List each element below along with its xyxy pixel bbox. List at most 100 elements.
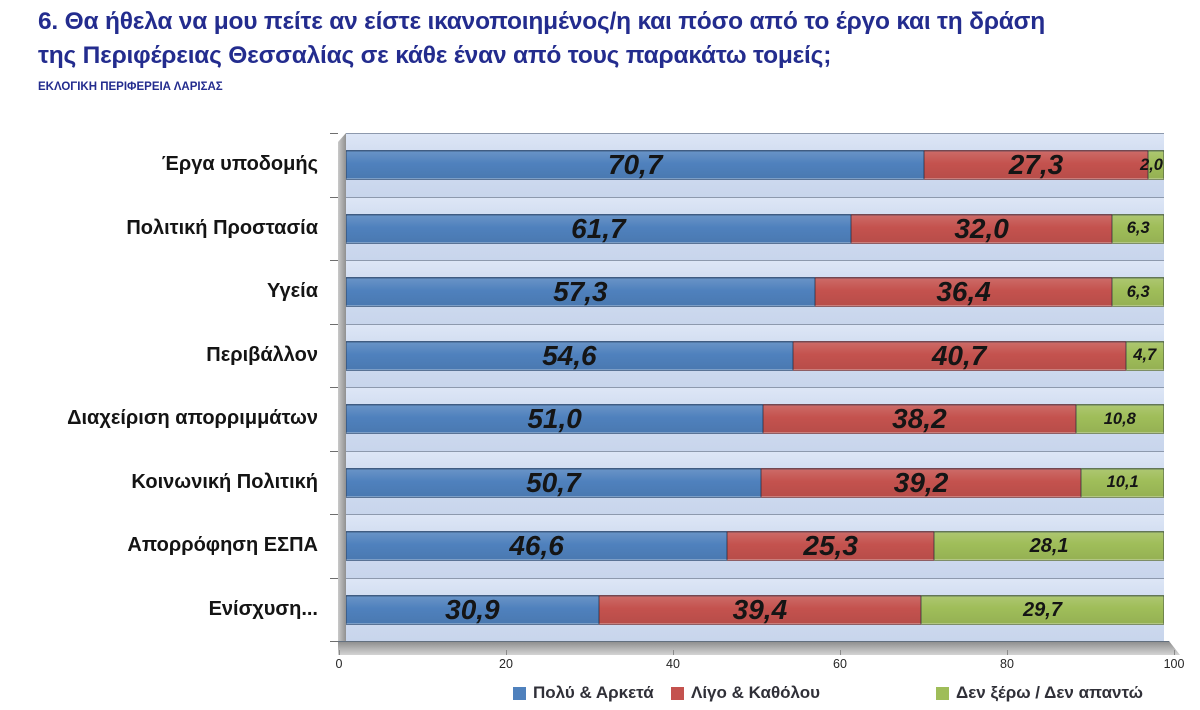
bar-segment: 28,1 (934, 531, 1164, 561)
legend-item: Δεν ξέρω / Δεν απαντώ (936, 683, 1143, 703)
category-label: Περιβάλλον (206, 343, 318, 366)
category-label: Έργα υποδομής (161, 153, 318, 176)
chart-row: 46,6 25,3 28,1 (346, 515, 1164, 579)
bar-segment: 50,7 (346, 466, 761, 498)
legend-label: Λίγο & Καθόλου (691, 683, 821, 702)
value-label: 51,0 (527, 403, 582, 434)
x-tick-label: 60 (833, 657, 847, 671)
bar-segment: 61,7 (346, 212, 851, 244)
chart-row: 61,7 32,0 6,3 (346, 197, 1164, 261)
value-label: 2,0 (1140, 155, 1163, 174)
y-tick-mark (330, 387, 338, 388)
x-tick-mark (339, 650, 340, 655)
x-tick-mark (1007, 650, 1008, 655)
value-label: 40,7 (931, 339, 987, 371)
value-label: 6,3 (1126, 219, 1150, 238)
value-label: 25,3 (803, 530, 858, 561)
legend-label: Πολύ & Αρκετά (533, 683, 654, 702)
value-label: 10,1 (1106, 473, 1139, 492)
x-tick-label: 40 (666, 657, 680, 671)
y-axis-ticks (330, 133, 338, 642)
bar-segment: 29,7 (921, 594, 1164, 625)
bar-segment: 57,3 (346, 277, 815, 307)
bar-segment: 2,0 (1140, 150, 1164, 180)
x-tick-label: 100 (1163, 657, 1185, 671)
value-label: 54,6 (542, 339, 597, 371)
stacked-bar: 51,0 38,2 10,8 (346, 404, 1164, 434)
x-axis: 0 20 40 60 80 100 (335, 650, 1184, 672)
bar-segment: 10,1 (1081, 467, 1164, 498)
value-label: 10,8 (1103, 409, 1136, 428)
bar-segment: 40,7 (792, 339, 1126, 371)
x-tick-mark (1174, 650, 1175, 655)
x-tick-mark (673, 650, 674, 655)
value-label: 30,9 (445, 593, 500, 625)
category-label: Κοινωνική Πολιτική (131, 470, 318, 493)
axis-wall-3d (338, 133, 346, 641)
category-label: Ενίσχυση... (208, 597, 318, 620)
plot-area: 70,7 27,3 2,0 61,7 32,0 6,3 57,3 36,4 6,3 54,6 40,… (346, 133, 1164, 642)
legend-swatch (671, 686, 684, 700)
x-tick-label: 20 (499, 657, 513, 671)
value-label: 39,2 (893, 466, 949, 498)
value-label: 50,7 (526, 466, 581, 498)
chart-floor-3d (338, 641, 1180, 655)
category-label: Υγεία (267, 280, 318, 303)
stacked-bar: 54,6 40,7 4,7 (346, 339, 1164, 371)
y-tick-mark (330, 260, 338, 261)
legend-item: Λίγο & Καθόλου (671, 683, 820, 703)
bar-segment: 4,7 (1125, 340, 1164, 371)
chart-subtitle: ΕΚΛΟΓΙΚΗ ΠΕΡΙΦΕΡΕΙΑ ΛΑΡΙΣΑΣ (38, 81, 223, 93)
bar-segment: 32,0 (850, 213, 1113, 244)
bar-segment: 36,4 (814, 276, 1113, 307)
value-label: 4,7 (1133, 346, 1157, 365)
chart-row: 70,7 27,3 2,0 (346, 134, 1164, 198)
legend-label: Δεν ξέρω / Δεν απαντώ (956, 683, 1143, 702)
bar-segment: 51,0 (346, 403, 764, 434)
stacked-bar: 61,7 32,0 6,3 (346, 212, 1164, 244)
chart-legend: Πολύ & Αρκετά Λίγο & Καθόλου Δεν ξέρω / Δε… (339, 683, 1174, 705)
x-tick-label: 80 (1000, 657, 1014, 671)
legend-swatch (513, 686, 526, 700)
value-label: 61,7 (571, 212, 626, 244)
bar-segment: 6,3 (1112, 277, 1164, 307)
chart-row: 51,0 38,2 10,8 (346, 388, 1164, 452)
value-label: 27,3 (1008, 149, 1064, 180)
title-line-2: της Περιφέρειας Θεσσαλίας σε κάθε έναν α… (38, 42, 832, 69)
chart-title: 6. Θα ήθελα να μου πείτε αν είστε ικανοπ… (38, 5, 1198, 73)
value-label: 70,7 (607, 149, 663, 180)
y-tick-mark (330, 323, 338, 325)
bar-segment: 27,3 (924, 149, 1148, 180)
value-label: 38,2 (892, 403, 947, 434)
value-label: 29,7 (1023, 598, 1062, 621)
x-tick-mark (840, 650, 841, 655)
title-line-1: 6. Θα ήθελα να μου πείτε αν είστε ικανοπ… (38, 8, 1045, 35)
chart-row: 57,3 36,4 6,3 (346, 261, 1164, 325)
value-label: 36,4 (936, 276, 991, 307)
bar-segment: 54,6 (346, 339, 793, 371)
legend-swatch (936, 686, 949, 700)
value-label: 57,3 (553, 276, 608, 307)
value-label: 46,6 (509, 530, 564, 561)
y-tick-mark (330, 450, 338, 452)
y-tick-mark (330, 514, 338, 515)
category-label: Διαχείριση απορριμμάτων (67, 407, 318, 430)
chart-row: 50,7 39,2 10,1 (346, 451, 1164, 515)
value-label: 6,3 (1126, 282, 1150, 301)
legend-item: Πολύ & Αρκετά (513, 683, 654, 703)
bar-segment: 10,8 (1075, 404, 1164, 434)
bar-segment: 46,6 (346, 530, 728, 561)
bar-segment: 25,3 (727, 530, 935, 561)
stacked-bar: 46,6 25,3 28,1 (346, 531, 1164, 561)
value-label: 39,4 (732, 593, 788, 625)
stacked-bar: 57,3 36,4 6,3 (346, 277, 1164, 307)
x-tick-label: 0 (335, 657, 343, 671)
category-labels: Έργα υποδομής Πολιτική Προστασία Υγεία Περι… (0, 133, 332, 641)
value-label: 28,1 (1029, 535, 1069, 557)
y-tick-mark (330, 641, 338, 642)
category-label: Απορρόφηση ΕΣΠΑ (127, 534, 318, 557)
y-tick-mark (330, 196, 338, 198)
x-tick-mark (506, 650, 507, 655)
bar-segment: 39,4 (598, 593, 922, 625)
chart-row: 30,9 39,4 29,7 (346, 578, 1164, 642)
